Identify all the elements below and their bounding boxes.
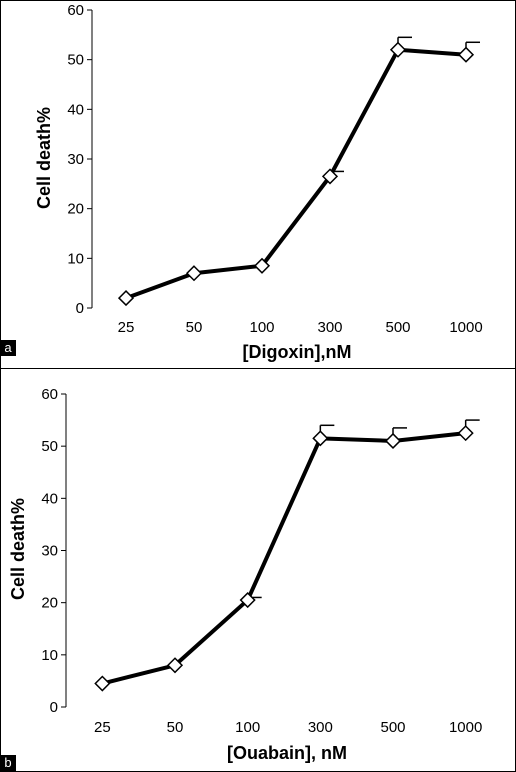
data-point-marker [185,265,203,282]
y-tick-label: 50 [41,438,58,455]
y-axis-title: Cell death% [34,107,54,209]
x-tick-label: 50 [167,719,184,736]
y-tick-label: 10 [41,647,58,664]
x-tick-label: 25 [94,719,111,736]
data-point-marker [384,432,402,450]
x-tick-label: 100 [235,719,260,736]
x-tick-label: 1000 [449,319,482,336]
x-tick-label: 50 [186,319,203,336]
data-point-marker [239,591,256,609]
y-tick-label: 50 [67,52,84,69]
digoxin-chart: 0 10 20 30 40 50 60 25 50 100 300 500 1000 Cell dea… [34,2,483,362]
x-axis-title: [Ouabain], nM [227,743,347,763]
x-tick-label: 300 [317,319,342,336]
data-point-marker [117,290,135,307]
data-point-marker [321,168,339,185]
series-line [125,47,467,300]
series-line [101,431,466,686]
y-tick-label: 30 [67,151,84,168]
y-tick-label: 40 [41,490,58,507]
panel-label-b: b [0,755,16,771]
y-tick-label: 20 [67,201,84,218]
x-tick-label: 25 [118,319,135,336]
x-axis-title: [Digoxin],nM [243,342,352,362]
data-point-marker [457,46,475,63]
y-tick-label: 40 [67,101,84,118]
y-tick-label: 20 [41,595,58,612]
data-point-marker [94,675,111,692]
panel-divider [0,368,516,369]
data-point-marker [457,425,474,442]
y-tick-label: 60 [41,386,58,403]
x-tick-label: 100 [249,319,274,336]
data-point-marker [166,657,184,674]
x-tick-label: 1000 [449,719,482,736]
y-tick-label: 0 [50,699,58,716]
y-tick-label: 30 [41,543,58,560]
data-point-marker [312,430,329,447]
y-axis-title: Cell death% [8,498,28,600]
data-point-marker [253,257,271,274]
y-tick-label: 10 [67,250,84,267]
ouabain-chart: 0 10 20 30 40 50 60 25 50 100 300 500 1000 Cell dea… [8,386,482,763]
panel-label-a: a [0,340,16,356]
y-tick-label: 60 [67,2,84,19]
x-tick-label: 300 [308,719,333,736]
x-tick-label: 500 [385,319,410,336]
x-tick-label: 500 [380,719,405,736]
y-tick-label: 0 [76,300,84,317]
data-point-marker [389,41,407,58]
